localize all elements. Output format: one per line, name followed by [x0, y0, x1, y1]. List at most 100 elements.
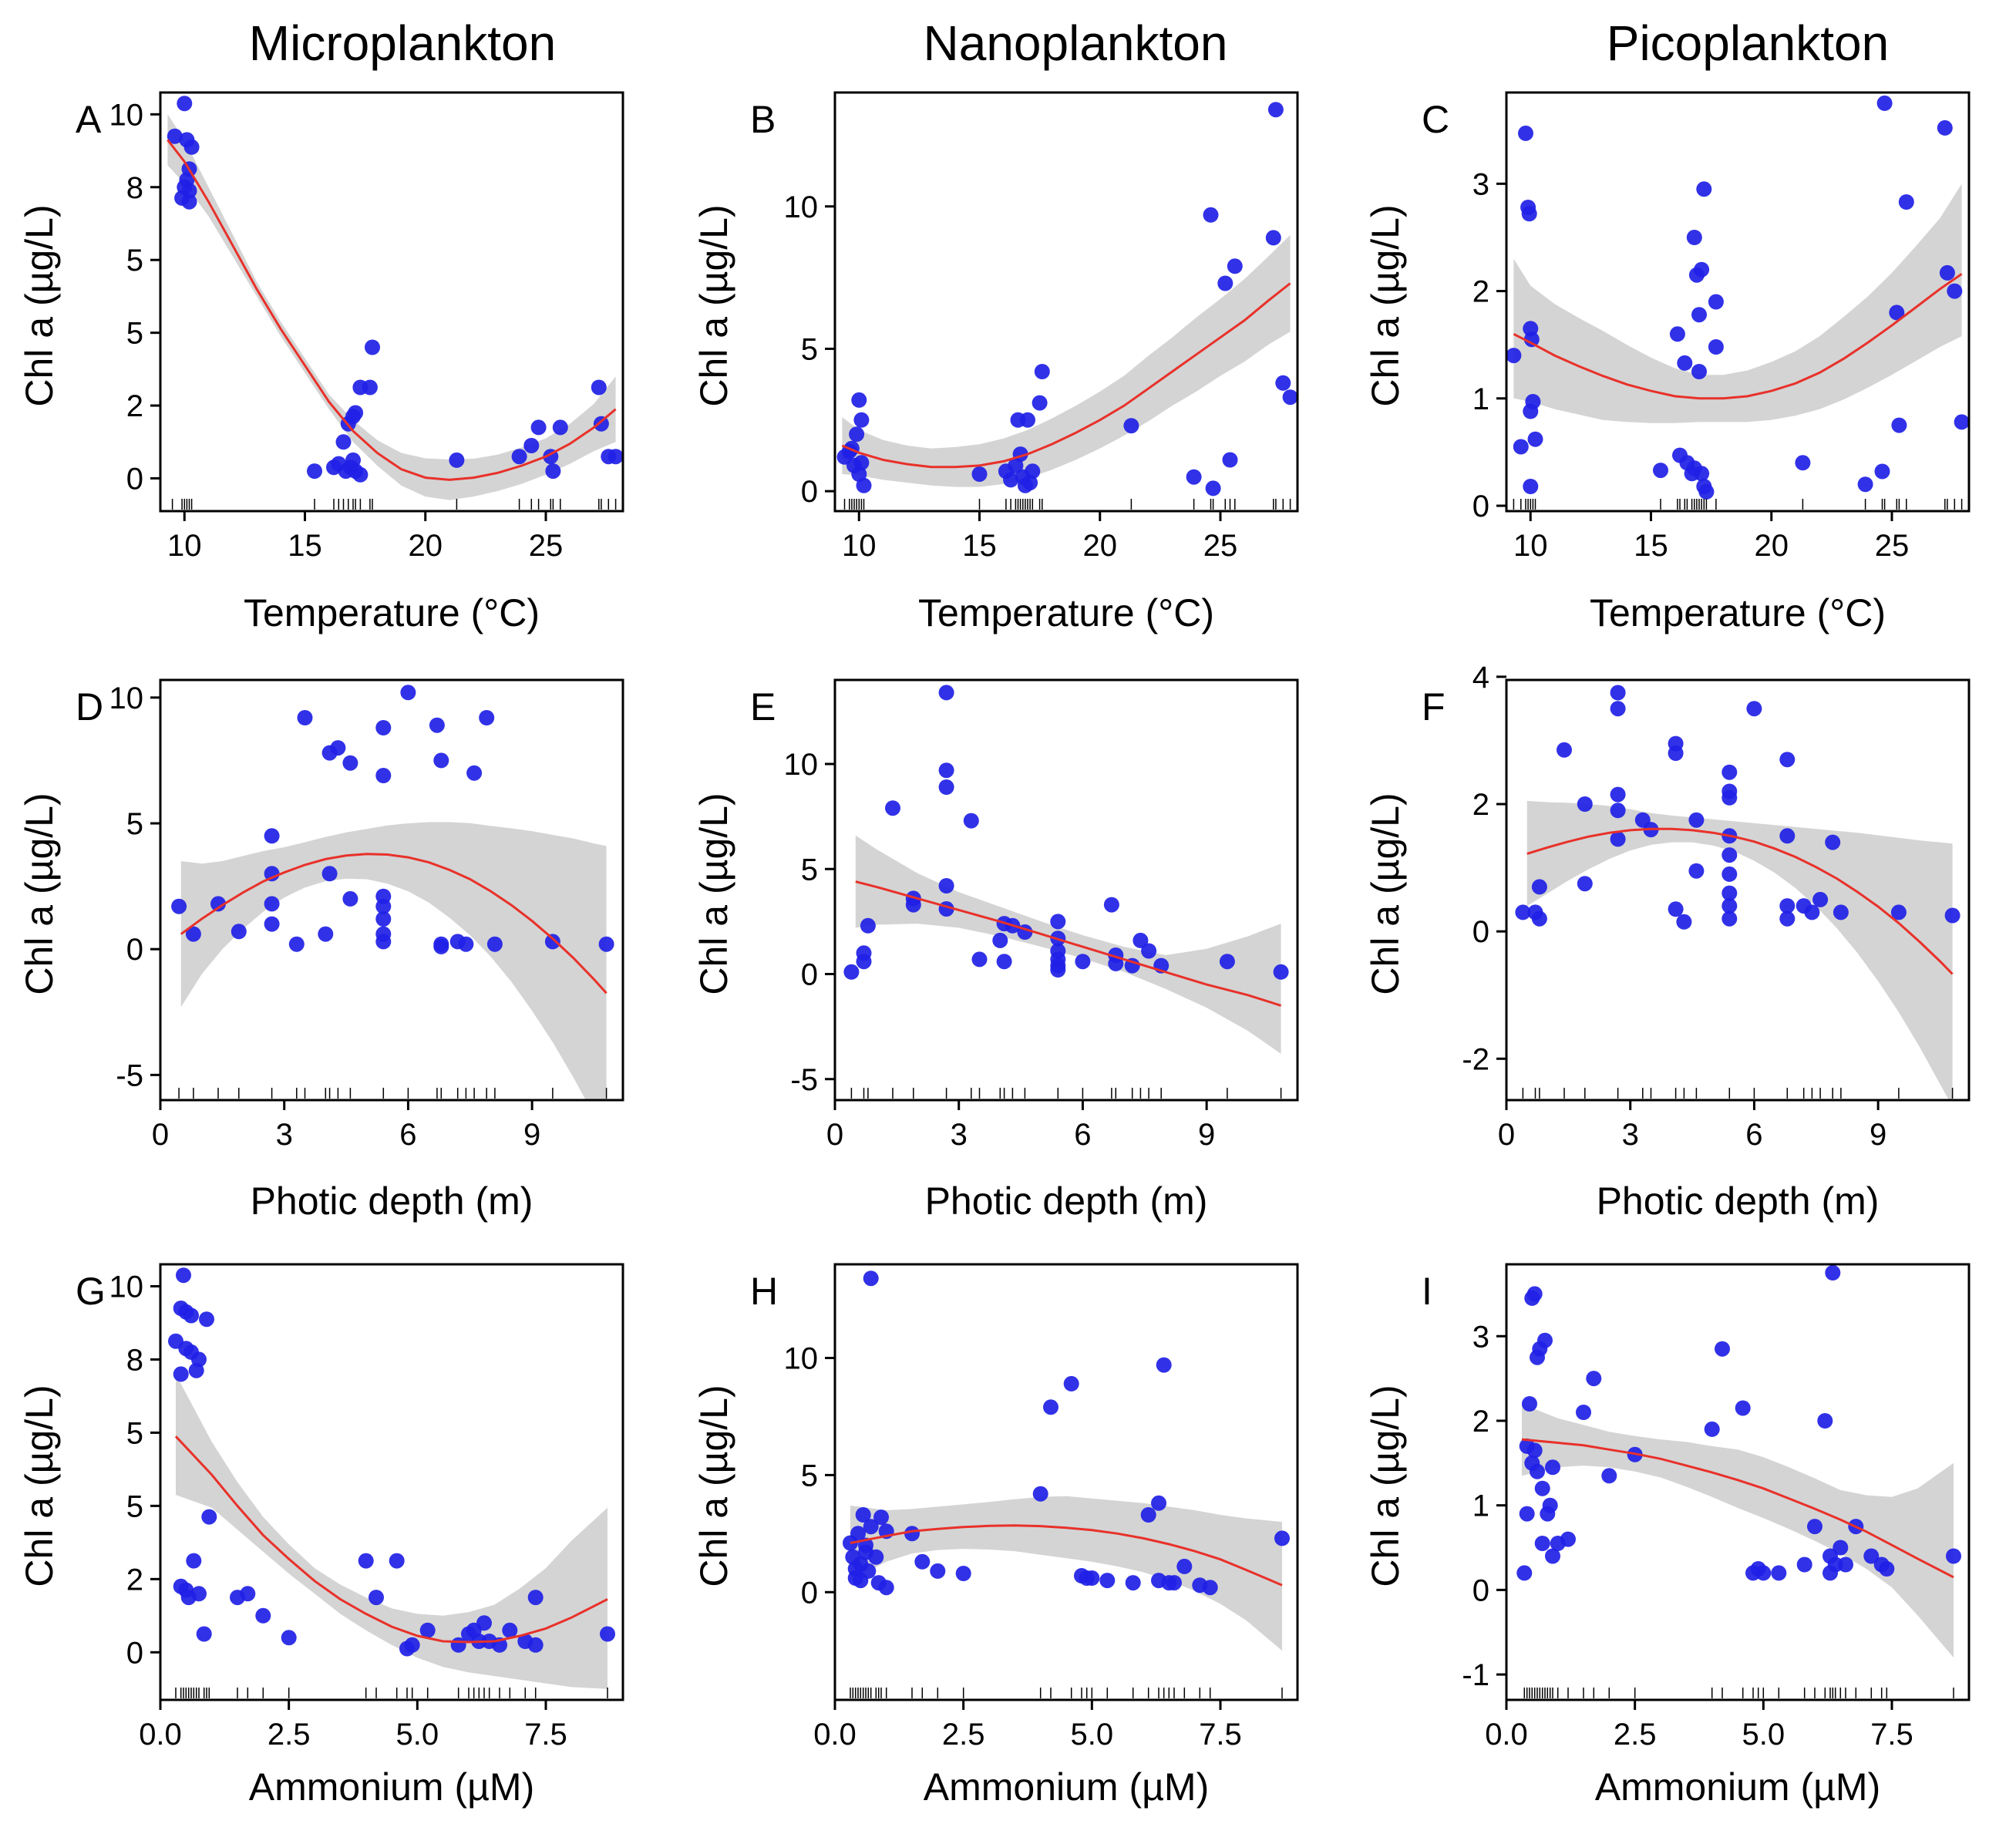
data-point — [375, 934, 392, 950]
data-point — [1530, 1463, 1545, 1479]
x-tick-label: 0.0 — [813, 1718, 857, 1752]
y-tick-label: 5 — [801, 332, 818, 366]
data-point — [527, 1590, 544, 1606]
x-tick-label: 6 — [399, 1118, 416, 1152]
data-point — [1691, 307, 1707, 323]
data-point — [185, 926, 201, 942]
data-point — [476, 1615, 492, 1631]
data-point — [1108, 955, 1124, 971]
data-point — [335, 434, 352, 450]
y-tick-label: -5 — [790, 1063, 818, 1097]
x-tick-label: 15 — [1634, 529, 1668, 563]
x-tick-label: 25 — [1875, 529, 1910, 563]
data-point — [1577, 796, 1593, 812]
data-point — [873, 1509, 889, 1526]
data-point — [321, 866, 338, 882]
y-tick-label: 1 — [1472, 1489, 1489, 1523]
panel-letter-f: F — [1422, 685, 1446, 729]
x-tick-label: 20 — [409, 529, 443, 563]
data-point — [1610, 786, 1626, 803]
data-point — [511, 449, 527, 465]
plot-area-b — [836, 102, 1297, 510]
data-point — [352, 466, 369, 483]
y-axis-title: Chl a (µg/L) — [18, 204, 61, 406]
data-point — [264, 828, 280, 844]
x-tick-label: 2.5 — [942, 1718, 985, 1752]
x-tick-label: 2.5 — [268, 1718, 311, 1752]
data-point — [449, 452, 465, 468]
data-point — [1708, 339, 1724, 355]
fit-line — [180, 853, 607, 994]
data-point — [479, 710, 495, 725]
confidence-band — [167, 114, 616, 500]
plot-area-a — [167, 96, 623, 510]
data-point — [1722, 764, 1738, 780]
data-point — [1050, 914, 1066, 930]
fit-line — [855, 880, 1282, 1007]
plot-frame — [833, 678, 1299, 1102]
data-point — [1688, 812, 1705, 828]
y-tick-label: 0 — [801, 1576, 818, 1610]
x-tick-label: 0.0 — [139, 1718, 182, 1752]
data-point — [851, 392, 867, 408]
data-point — [433, 938, 449, 954]
plot-frame — [159, 1263, 624, 1701]
data-point — [856, 945, 872, 961]
x-axis-title: Ammonium (µM) — [249, 1765, 534, 1809]
y-axis-title: Chl a (µg/L) — [692, 204, 735, 406]
data-point — [1265, 230, 1281, 246]
data-point — [914, 1553, 931, 1570]
plot-frame — [1505, 91, 1971, 513]
data-point — [1746, 701, 1762, 717]
data-point — [1506, 348, 1522, 364]
fit-line — [167, 139, 617, 481]
confidence-band — [1522, 1404, 1954, 1658]
data-point — [1795, 455, 1811, 471]
data-point — [1267, 102, 1284, 118]
data-point — [1857, 476, 1873, 493]
x-tick-label: 15 — [288, 529, 322, 563]
data-point — [868, 1549, 884, 1565]
y-tick-label: 0 — [126, 933, 143, 967]
data-point — [1176, 1558, 1193, 1574]
data-point — [1141, 943, 1157, 959]
panel-letter-i: I — [1422, 1270, 1432, 1313]
data-point — [885, 800, 900, 816]
data-point — [458, 936, 474, 952]
data-point — [1890, 904, 1907, 920]
data-point — [1577, 876, 1593, 892]
column-title-nano: Nanoplankton — [924, 15, 1228, 71]
data-point — [1034, 364, 1050, 379]
data-point — [400, 685, 416, 701]
data-point — [1722, 789, 1738, 806]
data-point — [843, 964, 860, 980]
data-point — [1576, 1405, 1591, 1420]
data-point — [1020, 412, 1035, 428]
fit-line — [174, 1435, 608, 1644]
data-point — [1722, 898, 1738, 914]
x-tick-label: 0 — [152, 1118, 169, 1152]
data-point — [850, 1526, 866, 1542]
data-point — [176, 1267, 191, 1284]
data-point — [1186, 469, 1202, 485]
data-point — [1586, 1371, 1602, 1387]
x-tick-label: 0 — [1498, 1118, 1515, 1152]
data-point — [1668, 745, 1684, 761]
data-point — [1531, 879, 1547, 895]
data-point — [1954, 414, 1969, 430]
panel-letter-g: G — [76, 1270, 106, 1313]
data-point — [544, 934, 560, 950]
y-tick-label: 0 — [1472, 915, 1489, 949]
plot-frame — [159, 91, 624, 513]
data-point — [1521, 206, 1537, 222]
data-point — [1282, 389, 1297, 406]
y-axis-title: Chl a (µg/L) — [692, 1385, 735, 1587]
y-tick-label: 10 — [109, 98, 144, 132]
data-point — [1694, 466, 1710, 482]
data-point — [1722, 910, 1738, 927]
y-tick-label: 0 — [801, 475, 818, 509]
plot-area-d — [171, 685, 614, 1100]
data-point — [1779, 910, 1796, 927]
data-point — [1202, 1580, 1218, 1596]
data-point — [1542, 1497, 1558, 1513]
